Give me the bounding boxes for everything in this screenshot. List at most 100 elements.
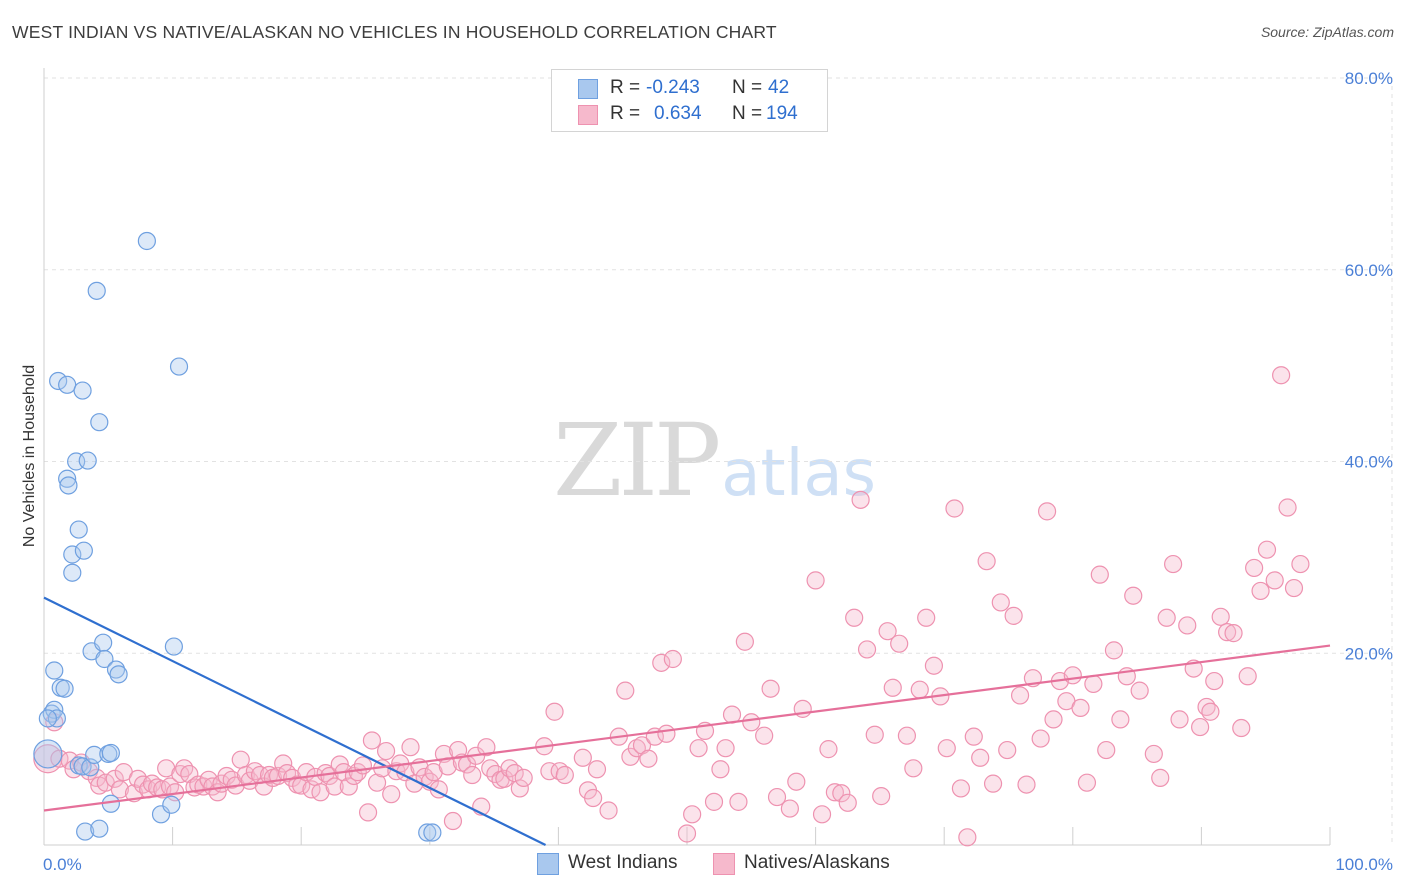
data-point: [812, 805, 832, 824]
bottom-legend-label: Natives/Alaskans: [744, 852, 890, 873]
data-point: [58, 375, 77, 394]
data-point: [958, 828, 977, 847]
data-point: [1238, 667, 1257, 686]
data-point: [87, 281, 106, 300]
data-point: [1063, 666, 1082, 685]
data-point: [1151, 768, 1170, 787]
y-tick-label: 20.0%: [1345, 644, 1393, 663]
data-point: [175, 759, 194, 778]
data-point: [683, 805, 702, 824]
data-point: [1205, 671, 1224, 691]
data-point: [325, 777, 344, 796]
data-point: [106, 660, 126, 679]
data-point: [806, 571, 825, 590]
data-point: [382, 785, 401, 804]
legend-n-label: N =: [732, 103, 763, 124]
data-point: [401, 738, 420, 757]
legend-n-label: N =: [732, 77, 763, 98]
data-point: [964, 727, 983, 746]
data-point: [1097, 740, 1116, 760]
data-point: [105, 769, 124, 788]
data-point: [109, 665, 128, 684]
data-point: [991, 593, 1010, 612]
data-point: [1044, 710, 1063, 729]
legend-r-value: -0.243: [646, 77, 700, 98]
data-point: [73, 757, 92, 776]
data-point: [1284, 578, 1304, 598]
legend-n-value: 194: [766, 103, 798, 124]
data-point: [851, 490, 870, 509]
data-point: [742, 713, 761, 732]
trend-lines: [43, 596, 1331, 846]
legend-n-value: 42: [768, 77, 790, 98]
data-point: [90, 819, 109, 838]
data-point: [1291, 554, 1310, 574]
data-point: [1071, 698, 1090, 717]
data-point: [872, 787, 891, 806]
data-point: [95, 649, 114, 669]
y-tick-label: 60.0%: [1345, 261, 1393, 280]
data-point: [78, 451, 97, 470]
data-point: [652, 653, 671, 672]
data-point: [627, 739, 646, 758]
data-point: [1010, 686, 1030, 705]
data-point: [63, 545, 82, 564]
data-point: [904, 759, 923, 778]
y-tick-label: 80.0%: [1345, 69, 1393, 88]
data-point: [616, 681, 635, 700]
data-point: [63, 563, 82, 582]
data-point: [274, 754, 293, 773]
data-point: [101, 743, 120, 763]
data-point: [689, 739, 708, 758]
data-point: [481, 759, 500, 778]
trend-line-west-indians: [43, 596, 547, 846]
data-point: [677, 824, 697, 843]
data-point: [510, 779, 529, 798]
data-point: [910, 680, 929, 699]
data-point: [780, 799, 799, 818]
watermark-atlas: atlas: [721, 437, 876, 511]
data-point: [137, 231, 156, 251]
data-point: [865, 725, 884, 744]
data-point: [33, 739, 63, 769]
bottom-legend-swatch-blue: [537, 853, 559, 875]
data-point: [977, 552, 996, 571]
data-point: [164, 637, 183, 656]
x-tick-label: 0.0%: [43, 855, 82, 874]
data-point: [477, 738, 496, 757]
data-point: [362, 731, 382, 750]
watermark-zip: ZIP: [553, 402, 721, 519]
data-point: [94, 633, 113, 652]
data-point: [917, 608, 936, 627]
data-point: [663, 649, 682, 669]
data-point: [1218, 623, 1237, 642]
data-point: [1104, 641, 1124, 660]
data-point: [584, 788, 603, 808]
data-point: [1257, 540, 1277, 559]
data-point: [1124, 586, 1143, 605]
data-point: [1077, 773, 1097, 792]
data-point: [418, 823, 437, 842]
data-point: [76, 822, 95, 841]
data-point: [735, 632, 754, 651]
data-point: [1265, 571, 1284, 590]
legend-swatch-pink: [578, 105, 598, 125]
data-point: [555, 765, 574, 785]
data-point: [983, 774, 1003, 793]
trend-line-natives-alaskans: [43, 644, 1331, 812]
legend-r-value: 0.634: [654, 103, 702, 124]
legend-row-west-indians: R = -0.243 N = 42: [552, 75, 827, 101]
data-point: [716, 739, 735, 758]
data-point: [358, 803, 378, 822]
data-point: [819, 740, 838, 759]
axis-labels: 20.0% 40.0% 60.0% 80.0% 0.0% 100.0% No Vehicle…: [21, 69, 1393, 874]
data-point: [897, 726, 917, 745]
data-point: [231, 750, 250, 769]
data-point: [38, 709, 57, 728]
data-point: [162, 795, 181, 814]
data-point: [1004, 606, 1023, 625]
data-point: [463, 765, 482, 785]
data-point: [890, 634, 909, 653]
data-point: [711, 760, 730, 779]
